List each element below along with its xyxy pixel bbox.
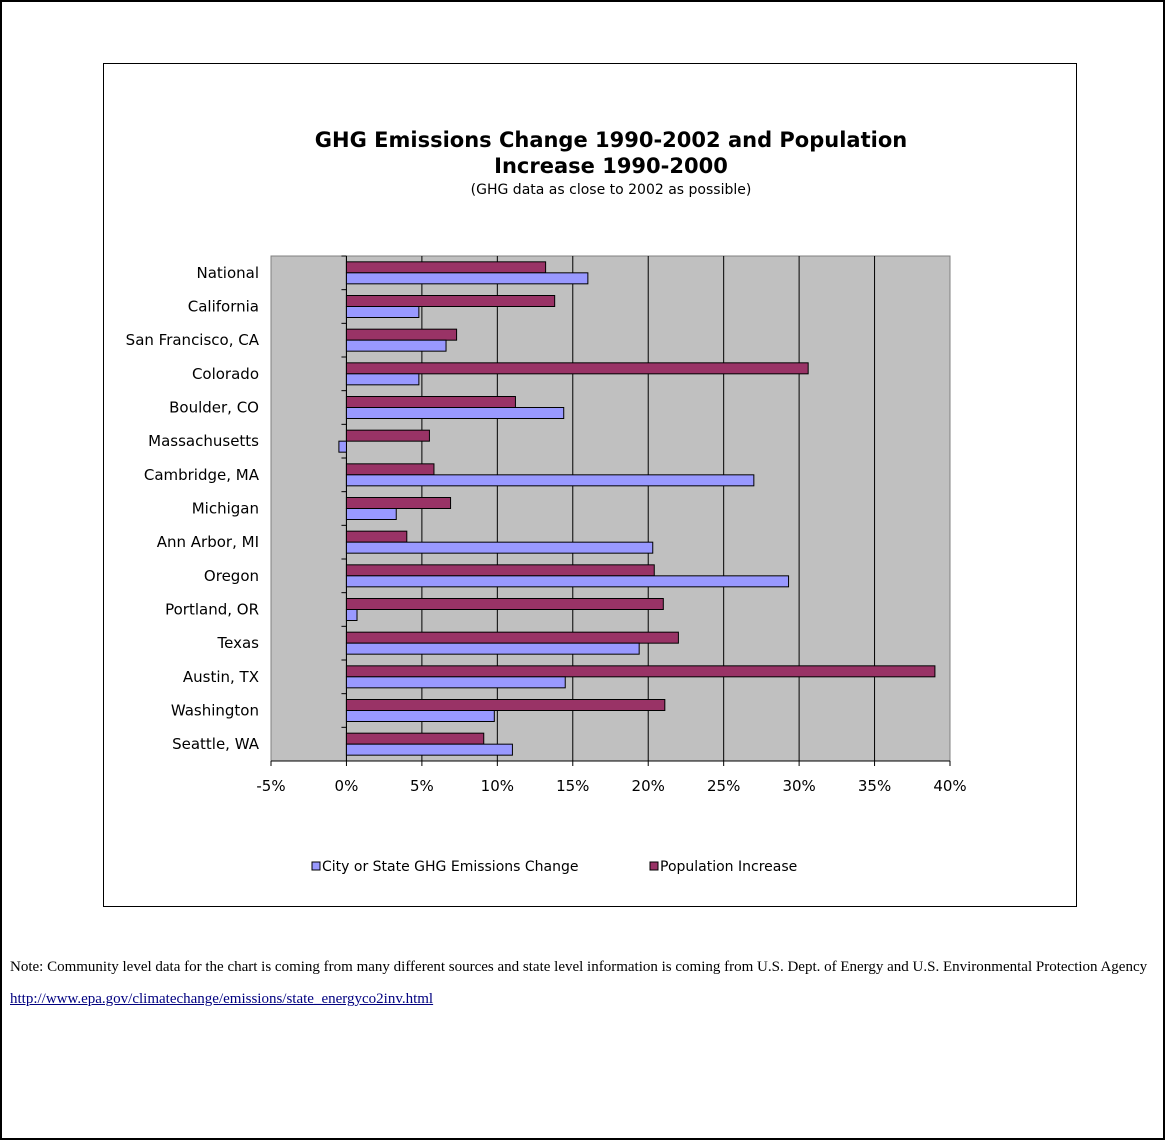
category-label: California <box>188 298 259 316</box>
bar-population-increase <box>345 396 516 408</box>
legend-ghg-emissions-change-swatch <box>311 861 321 871</box>
x-tick-label: 20% <box>632 777 665 795</box>
category-label: Cambridge, MA <box>144 466 260 484</box>
bar-population-increase <box>345 598 664 610</box>
category-label: Boulder, CO <box>169 399 259 417</box>
category-label: National <box>196 264 259 282</box>
category-label: Austin, TX <box>183 668 259 686</box>
category-label: Washington <box>171 702 259 720</box>
bar-ghg-emissions-change <box>345 642 640 655</box>
note-text: Note: Community level data for the chart… <box>10 959 1148 975</box>
category-label: Colorado <box>192 365 259 383</box>
bar-population-increase <box>345 699 666 711</box>
source-note: Note: Community level data for the chart… <box>10 951 1160 1015</box>
x-tick-label: 0% <box>335 777 359 795</box>
bar-ghg-emissions-change <box>338 440 347 453</box>
category-label: Michigan <box>192 500 259 518</box>
bar-population-increase <box>345 631 679 644</box>
legend-population-increase-swatch <box>649 861 659 871</box>
x-tick-label: 15% <box>556 777 589 795</box>
bar-population-increase <box>345 429 430 442</box>
x-tick-label: -5% <box>256 777 285 795</box>
x-tick-label: 35% <box>858 777 891 795</box>
chart-container: GHG Emissions Change 1990-2002 and Popul… <box>103 63 1077 907</box>
x-tick-label: 5% <box>410 777 434 795</box>
bar-ghg-emissions-change <box>345 743 513 756</box>
chart-subtitle: (GHG data as close to 2002 as possible) <box>471 182 752 198</box>
bar-ghg-emissions-change <box>345 339 447 352</box>
bar-ghg-emissions-change <box>345 407 565 419</box>
bar-population-increase <box>345 497 452 509</box>
bar-ghg-emissions-change <box>345 710 495 722</box>
category-label: Oregon <box>204 567 259 585</box>
bar-ghg-emissions-change <box>345 306 420 318</box>
category-label: San Francisco, CA <box>126 331 260 349</box>
x-tick-label: 10% <box>481 777 514 795</box>
category-label: Texas <box>217 634 260 652</box>
bar-ghg-emissions-change <box>345 474 755 487</box>
bar-population-increase <box>345 530 408 543</box>
bar-ghg-emissions-change <box>345 609 358 621</box>
bar-population-increase <box>345 362 809 375</box>
bar-ghg-emissions-change <box>345 541 654 554</box>
bar-chart: GHG Emissions Change 1990-2002 and Popul… <box>126 128 967 875</box>
bar-population-increase <box>345 295 556 307</box>
bar-population-increase <box>345 261 547 274</box>
category-label: Seattle, WA <box>172 735 260 753</box>
bar-ghg-emissions-change <box>345 575 790 588</box>
category-label: Ann Arbor, MI <box>157 533 259 551</box>
category-label: Massachusetts <box>148 432 259 450</box>
legend-population-increase-label: Population Increase <box>660 859 797 875</box>
bar-population-increase <box>345 665 936 678</box>
bar-ghg-emissions-change <box>345 272 589 285</box>
legend-ghg-emissions-change-label: City or State GHG Emissions Change <box>322 859 578 875</box>
bar-population-increase <box>345 328 458 341</box>
bar-population-increase <box>345 564 655 577</box>
x-tick-label: 30% <box>782 777 815 795</box>
bar-population-increase <box>345 463 435 476</box>
x-tick-label: 25% <box>707 777 740 795</box>
chart-title-line1: GHG Emissions Change 1990-2002 and Popul… <box>315 128 907 152</box>
bar-ghg-emissions-change <box>345 508 397 520</box>
epa-source-link[interactable]: http://www.epa.gov/climatechange/emissio… <box>10 991 434 1007</box>
category-label: Portland, OR <box>165 601 259 619</box>
x-tick-label: 40% <box>933 777 966 795</box>
chart-title-line2: Increase 1990-2000 <box>494 154 728 178</box>
bar-population-increase <box>345 732 485 745</box>
bar-ghg-emissions-change <box>345 676 566 689</box>
bar-ghg-emissions-change <box>345 373 420 386</box>
